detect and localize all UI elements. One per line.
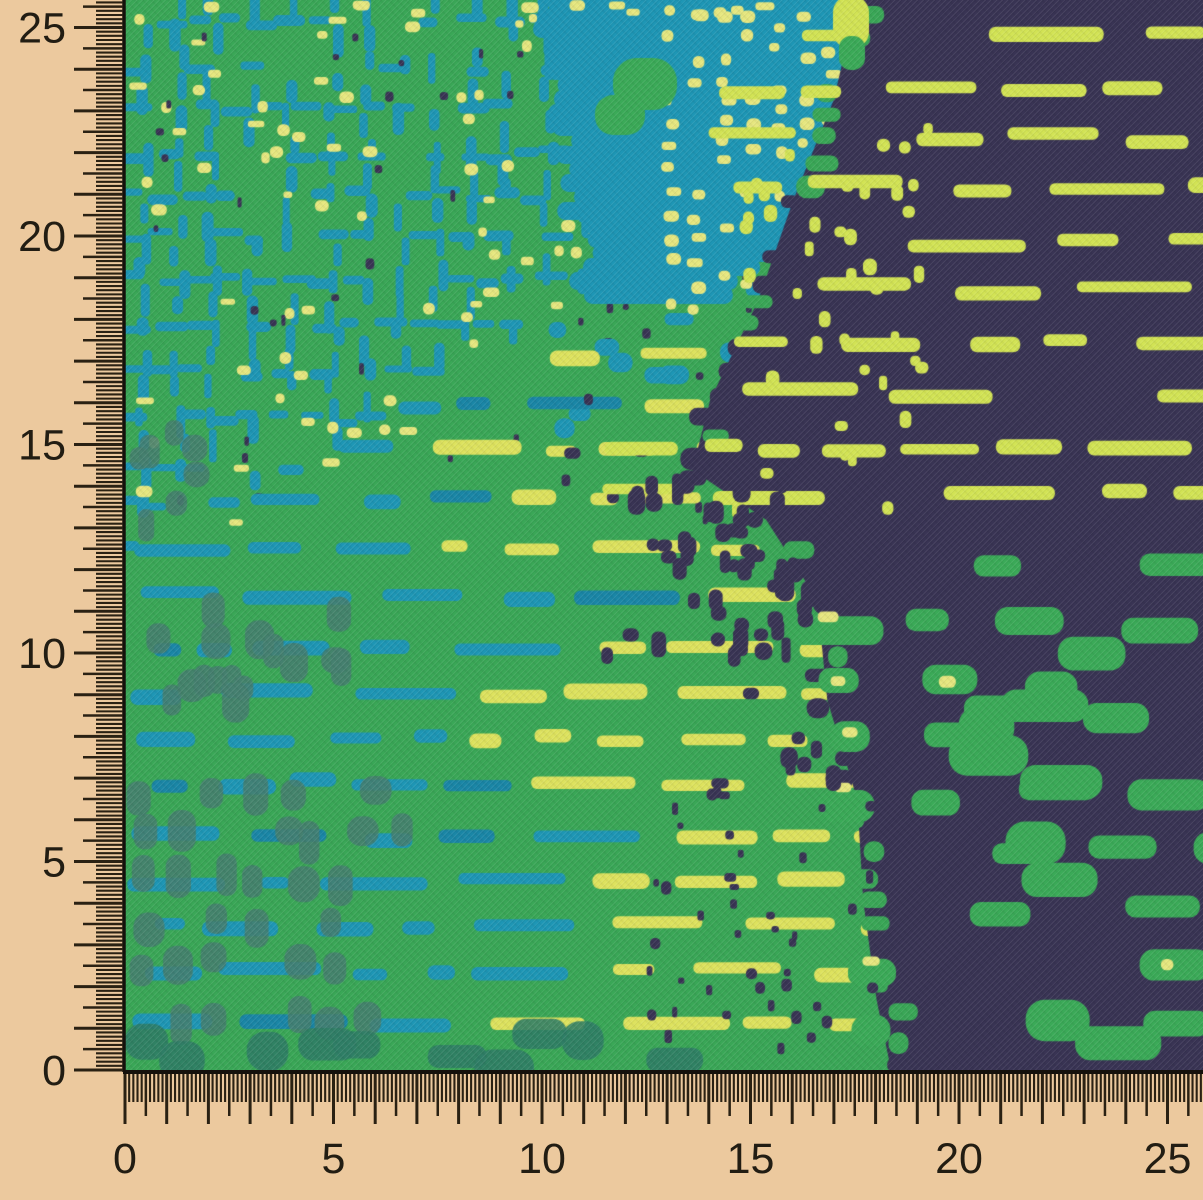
ruler-label-bottom: 20: [935, 1135, 983, 1183]
ruler-label-bottom: 15: [727, 1135, 775, 1183]
ruler-label-bottom: 5: [322, 1135, 346, 1183]
fabric-swatch: [125, 0, 1203, 1070]
ruler-label-left: 0: [42, 1047, 66, 1095]
ruler-label-left: 20: [18, 213, 66, 261]
ruler-label-bottom: 10: [518, 1135, 566, 1183]
ruler-label-left: 15: [18, 422, 66, 470]
ruler-label-bottom: 25: [1144, 1135, 1192, 1183]
ruler-label-left: 5: [42, 839, 66, 887]
ruler-label-left: 25: [18, 5, 66, 53]
ruler-label-bottom: 0: [113, 1135, 137, 1183]
ruler-label-left: 10: [18, 630, 66, 678]
